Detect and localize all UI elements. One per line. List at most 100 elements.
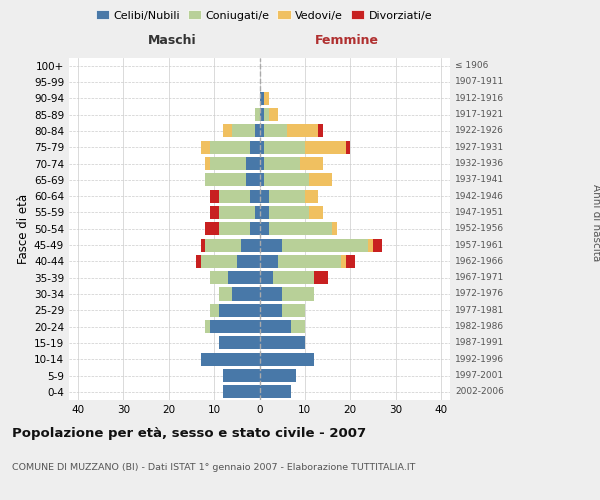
Text: 1927-1931: 1927-1931 — [455, 142, 504, 152]
Text: 1957-1961: 1957-1961 — [455, 240, 505, 250]
Bar — [209, 140, 250, 153]
Text: 1952-1956: 1952-1956 — [455, 224, 504, 233]
Text: 1922-1926: 1922-1926 — [455, 126, 504, 136]
Bar — [282, 304, 305, 317]
Bar — [260, 140, 264, 153]
Bar — [218, 304, 260, 317]
Bar — [310, 174, 332, 186]
Bar — [260, 304, 282, 317]
Bar — [260, 124, 264, 138]
Bar — [305, 190, 319, 202]
Text: 1932-1936: 1932-1936 — [455, 159, 504, 168]
Text: 1937-1941: 1937-1941 — [455, 176, 504, 184]
Bar — [205, 320, 209, 333]
Text: 1912-1916: 1912-1916 — [455, 94, 504, 103]
Bar — [250, 140, 260, 153]
Bar — [218, 336, 260, 349]
Text: Maschi: Maschi — [148, 34, 196, 47]
Bar — [314, 271, 328, 284]
Bar — [260, 157, 264, 170]
Bar — [209, 190, 218, 202]
Bar — [241, 238, 260, 252]
Text: 1962-1966: 1962-1966 — [455, 257, 504, 266]
Bar — [200, 352, 260, 366]
Bar — [255, 206, 260, 219]
Text: 1992-1996: 1992-1996 — [455, 354, 504, 364]
Bar — [368, 238, 373, 252]
Bar — [305, 140, 346, 153]
Bar — [260, 369, 296, 382]
Bar — [260, 386, 291, 398]
Bar — [264, 108, 269, 121]
Bar — [205, 238, 241, 252]
Bar — [232, 124, 255, 138]
Bar — [269, 206, 310, 219]
Bar — [209, 320, 260, 333]
Bar — [260, 190, 269, 202]
Bar — [319, 124, 323, 138]
Text: 2002-2006: 2002-2006 — [455, 388, 504, 396]
Text: 1917-1921: 1917-1921 — [455, 110, 504, 119]
Bar — [260, 174, 264, 186]
Text: 1907-1911: 1907-1911 — [455, 78, 505, 86]
Bar — [260, 320, 291, 333]
Bar — [332, 222, 337, 235]
Bar — [232, 288, 260, 300]
Bar — [264, 174, 310, 186]
Text: Anni di nascita: Anni di nascita — [591, 184, 600, 261]
Bar — [223, 386, 260, 398]
Bar — [228, 271, 260, 284]
Y-axis label: Fasce di età: Fasce di età — [17, 194, 30, 264]
Bar — [282, 238, 368, 252]
Bar — [373, 238, 382, 252]
Bar — [200, 140, 209, 153]
Text: 1997-2001: 1997-2001 — [455, 371, 504, 380]
Bar — [269, 108, 278, 121]
Text: 1967-1971: 1967-1971 — [455, 273, 505, 282]
Bar — [264, 92, 269, 105]
Bar — [205, 174, 246, 186]
Text: ≤ 1906: ≤ 1906 — [455, 61, 488, 70]
Bar — [218, 206, 255, 219]
Bar — [250, 190, 260, 202]
Bar — [282, 288, 314, 300]
Bar — [196, 255, 200, 268]
Bar — [346, 140, 350, 153]
Text: Popolazione per età, sesso e stato civile - 2007: Popolazione per età, sesso e stato civil… — [12, 428, 366, 440]
Bar — [260, 108, 264, 121]
Bar — [246, 174, 260, 186]
Text: Femmine: Femmine — [315, 34, 379, 47]
Text: 1987-1991: 1987-1991 — [455, 338, 505, 347]
Bar — [200, 255, 237, 268]
Bar — [209, 157, 246, 170]
Bar — [218, 288, 232, 300]
Text: 1972-1976: 1972-1976 — [455, 290, 504, 298]
Bar — [223, 369, 260, 382]
Bar — [260, 271, 273, 284]
Text: 1977-1981: 1977-1981 — [455, 306, 505, 315]
Bar — [260, 206, 269, 219]
Bar — [218, 190, 250, 202]
Bar — [269, 222, 332, 235]
Bar — [264, 157, 301, 170]
Bar — [260, 336, 305, 349]
Bar — [341, 255, 346, 268]
Bar — [301, 157, 323, 170]
Bar — [260, 255, 278, 268]
Bar — [250, 222, 260, 235]
Bar — [260, 222, 269, 235]
Bar — [260, 288, 282, 300]
Bar — [260, 92, 264, 105]
Bar — [273, 271, 314, 284]
Bar — [291, 320, 305, 333]
Bar — [346, 255, 355, 268]
Bar — [209, 206, 218, 219]
Bar — [255, 108, 260, 121]
Bar — [209, 304, 218, 317]
Bar — [218, 222, 250, 235]
Bar — [310, 206, 323, 219]
Bar — [260, 352, 314, 366]
Bar — [209, 271, 228, 284]
Bar — [205, 222, 218, 235]
Legend: Celibi/Nubili, Coniugati/e, Vedovi/e, Divorziati/e: Celibi/Nubili, Coniugati/e, Vedovi/e, Di… — [94, 8, 434, 23]
